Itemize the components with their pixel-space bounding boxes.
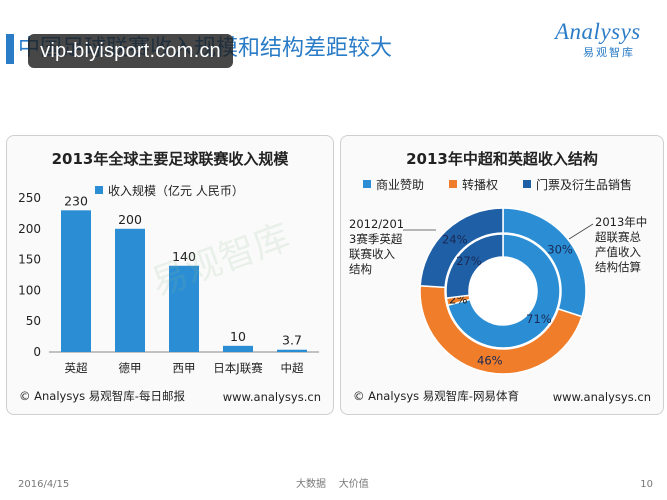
slide-slogan: 大数据 大价值 (296, 479, 369, 490)
annotation-right-line: 2013年中 (595, 215, 647, 229)
annotation-right-line: 超联赛总 (595, 230, 641, 244)
y-tick-label: 50 (26, 314, 41, 328)
x-tick-label: 中超 (281, 361, 304, 375)
logo-cn: 易观智库 (583, 46, 635, 59)
bar (61, 210, 91, 352)
watermark: 易观智库 (146, 217, 295, 305)
x-tick-label: 西甲 (173, 361, 196, 375)
annotation-left-line: 结构 (349, 262, 372, 276)
slide-page-number: 10 (640, 479, 653, 490)
legend-swatch-business (363, 180, 371, 188)
bar-value-label: 230 (64, 193, 88, 208)
legend-swatch-broadcast (449, 180, 457, 188)
annotation-left-line: 联赛收入 (349, 247, 395, 261)
donut-value-label: 46% (477, 353, 503, 367)
y-tick-label: 250 (18, 191, 41, 205)
bar-chart-url: www.analysys.cn (222, 390, 321, 404)
donut-legend-tickets: 门票及衍生品销售 (523, 176, 632, 193)
y-tick-label: 0 (33, 345, 41, 359)
legend-label-business: 商业赞助 (376, 178, 425, 192)
bar-legend: 收入规模（亿元 人民币） (95, 182, 244, 199)
donut-chart-source: © Analysys 易观智库-网易体育 (353, 389, 519, 403)
bar-value-label: 10 (230, 329, 246, 344)
bar-value-label: 140 (172, 249, 196, 264)
bar-chart-source: © Analysys 易观智库-每日邮报 (19, 389, 185, 403)
x-tick-label: 英超 (65, 361, 88, 375)
bar-value-label: 200 (118, 212, 142, 227)
donut-value-label: 24% (442, 233, 468, 247)
bar-value-label: 3.7 (282, 333, 302, 348)
donut-slice-outer (419, 284, 583, 375)
url-overlay-badge: vip-biyisport.com.cn (28, 34, 233, 68)
donut-legend-broadcast: 转播权 (449, 176, 498, 193)
bar (223, 345, 253, 352)
bar-chart: 0 50 100 150 200 250 230 英超 200 德甲 140 西甲 10 日本J联赛 3.7… (18, 191, 319, 375)
bar-legend-swatch (95, 186, 103, 194)
y-tick-label: 200 (18, 222, 41, 236)
annotation-right-leader (568, 223, 594, 240)
x-tick-label: 德甲 (119, 361, 142, 375)
donut-slice-inner (445, 233, 504, 299)
bar-chart-title: 2013年全球主要足球联赛收入规模 (51, 150, 289, 168)
annotation-right-line: 产值收入 (595, 245, 641, 259)
annotation-left-line: 2012/201 (349, 217, 404, 231)
bar-chart-panel: 2013年全球主要足球联赛收入规模 收入规模（亿元 人民币） 0 50 100 150… (6, 135, 334, 415)
logo-word: Analysys (555, 19, 641, 44)
bar (169, 265, 199, 352)
donut-value-label: 71% (526, 312, 552, 326)
title-accent-bar (6, 34, 14, 64)
analysys-logo: Analysys 易观智库 (555, 20, 655, 64)
donut-slice-outer (419, 207, 504, 289)
legend-swatch-tickets (523, 180, 531, 188)
slide-date: 2016/4/15 (18, 479, 70, 490)
donut-legend-business: 商业赞助 (363, 176, 424, 193)
annotation-right-line: 结构估算 (595, 260, 641, 274)
annotation-left-line: 3赛季英超 (349, 232, 403, 246)
x-tick-label: 日本J联赛 (213, 361, 263, 375)
bar (115, 228, 145, 352)
y-tick-label: 100 (18, 283, 41, 297)
donut-value-label: 27% (456, 254, 482, 268)
donut-chart-panel: 2013年中超和英超收入结构 商业赞助 转播权 门票及衍生品销售 71% 2% 27… (340, 135, 664, 415)
bar (277, 349, 307, 352)
legend-label-tickets: 门票及衍生品销售 (536, 178, 633, 192)
donut-value-label: 30% (547, 243, 573, 257)
y-tick-label: 150 (18, 253, 41, 267)
donut-chart: 71%2%27%30%46%24%2012/2013赛季英超联赛收入结构2013… (349, 207, 647, 375)
donut-hole (470, 258, 536, 324)
bar-legend-label: 收入规模（亿元 人民币） (108, 184, 244, 198)
donut-chart-title: 2013年中超和英超收入结构 (406, 150, 598, 168)
donut-chart-url: www.analysys.cn (552, 390, 651, 404)
donut-slice-inner (446, 233, 561, 349)
legend-label-broadcast: 转播权 (462, 178, 499, 192)
